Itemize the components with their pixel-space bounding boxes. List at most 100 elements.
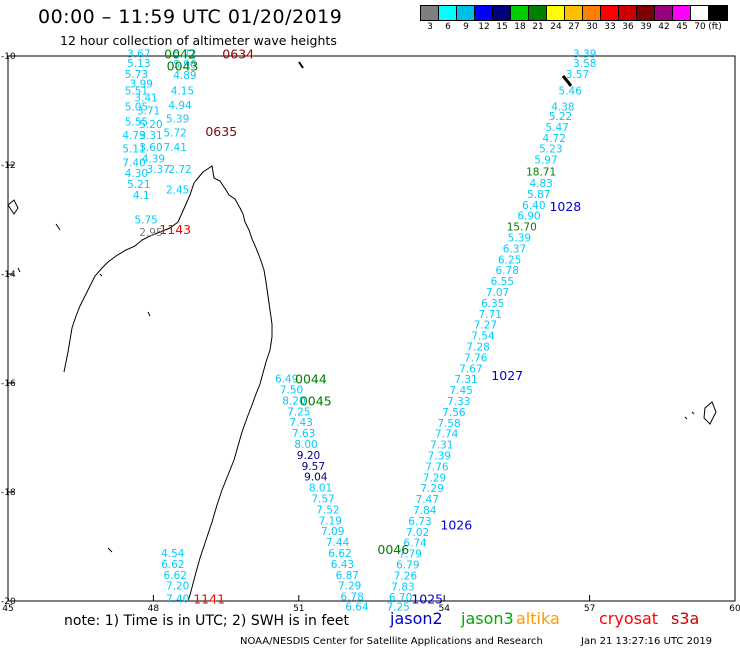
wave-height-label: 7.67 <box>459 363 482 375</box>
wave-height-label: 6.35 <box>481 298 504 310</box>
color-swatch <box>420 5 440 21</box>
wave-height-label: 7.79 <box>399 549 422 561</box>
wave-height-label: 5.39 <box>508 232 531 244</box>
wave-height-label: 4.79 <box>122 130 145 142</box>
wave-height-label: 6.40 <box>522 200 545 212</box>
pass-time-label: 0635 <box>205 124 237 139</box>
wave-height-label: 7.52 <box>316 504 339 516</box>
color-swatch <box>600 5 620 21</box>
wave-height-label: 4.89 <box>173 70 196 82</box>
pass-time-label: 1027 <box>491 368 523 383</box>
pass-time-label: 0634 <box>222 46 254 61</box>
wave-height-label: 5.23 <box>539 144 562 156</box>
wave-height-label: 6.49 <box>275 374 298 386</box>
color-scale-tick: 24 <box>550 22 562 32</box>
lat-tick-label: -14 <box>1 270 16 280</box>
legend-item-jason2: jason2 <box>390 609 443 628</box>
wave-height-label: 15.70 <box>507 222 537 234</box>
color-swatch <box>708 5 728 21</box>
wave-height-label: 2.95 <box>139 227 162 239</box>
wave-height-label: 7.43 <box>290 417 313 429</box>
wave-height-label: 2.45 <box>166 185 189 197</box>
wave-height-label: 7.20 <box>166 581 189 593</box>
wave-height-label: 4.39 <box>142 153 165 165</box>
wave-height-label: 6.37 <box>503 243 526 255</box>
wave-height-label: 8.00 <box>294 439 317 451</box>
wave-height-label: 7.25 <box>386 601 409 613</box>
wave-height-label: 5.21 <box>127 179 150 191</box>
wave-height-label: 6.73 <box>408 516 431 528</box>
coastline <box>7 165 717 602</box>
wave-height-label: 7.29 <box>338 581 361 593</box>
pass-time-label: 0042 <box>164 46 196 61</box>
color-scale-tick: 27 <box>568 22 580 32</box>
wave-height-label: 6.70 <box>389 592 412 604</box>
wave-height-label: 8.01 <box>309 483 332 495</box>
wave-height-label: 7.74 <box>435 429 459 441</box>
wave-height-label: 3.37 <box>147 164 170 176</box>
lon-tick-label: 51 <box>293 604 304 614</box>
wave-height-label: 5.97 <box>534 155 557 167</box>
wave-height-label: 4.83 <box>529 178 552 190</box>
wave-height-label: 5.55 <box>125 116 148 128</box>
wave-height-label: 6.74 <box>403 538 427 550</box>
wave-height-label: 7.28 <box>466 341 489 353</box>
credit-line: NOAA/NESDIS Center for Satellite Applica… <box>240 636 543 647</box>
wave-height-label: 6.78 <box>340 592 363 604</box>
pass-time-label: 1141 <box>193 591 225 606</box>
wave-height-label: 7.44 <box>326 537 350 549</box>
wave-height-label: 6.64 <box>345 601 369 613</box>
color-swatch <box>690 5 710 21</box>
wave-height-label: 5.96 <box>173 59 197 71</box>
legend-item-jason3: jason3 <box>461 609 514 628</box>
color-swatch <box>510 5 530 21</box>
color-scale-tick: 3 <box>427 22 433 32</box>
color-scale-tick: 33 <box>604 22 616 32</box>
pass-time-label: 0044 <box>295 372 327 387</box>
color-scale-tick: 30 <box>586 22 598 32</box>
wave-height-label: 5.22 <box>549 111 572 123</box>
wave-height-label: 6.62 <box>328 548 351 560</box>
wave-height-label: 7.29 <box>423 472 446 484</box>
wave-height-label: 9.57 <box>302 461 325 473</box>
color-scale-tick: 9 <box>463 22 469 32</box>
wave-height-label: 7.56 <box>442 407 466 419</box>
color-scale-tick: 21 <box>532 22 544 32</box>
wave-height-label: 7.63 <box>292 428 315 440</box>
color-scale-tick: 70 <box>694 22 706 32</box>
lat-tick-label: -20 <box>1 597 16 607</box>
wave-height-label: 5.13 <box>127 58 150 70</box>
wave-height-label: 9.20 <box>297 450 320 462</box>
color-swatch <box>636 5 656 21</box>
lat-tick-label: -18 <box>1 488 16 498</box>
wave-height-label: 5.72 <box>173 48 196 60</box>
wave-height-label: 7.40 <box>166 593 189 605</box>
wave-height-label: 6.43 <box>331 559 354 571</box>
lon-tick-label: 48 <box>148 604 160 614</box>
wave-height-label: 7.83 <box>391 581 414 593</box>
color-scale-tick: 15 <box>496 22 508 32</box>
wave-height-label: 5.39 <box>166 114 189 126</box>
wave-height-label: 7.25 <box>287 406 310 418</box>
wave-height-label: 3.58 <box>573 58 596 70</box>
lat-tick-label: -16 <box>1 379 16 389</box>
wave-height-label: 6.62 <box>164 570 187 582</box>
island-marker <box>561 75 573 87</box>
wave-height-label: 5.73 <box>125 69 148 81</box>
wave-height-label: 3.99 <box>130 78 153 90</box>
wave-height-label: 6.62 <box>161 559 184 571</box>
wave-height-label: 5.05 <box>125 102 148 114</box>
wave-height-label: 4.1 <box>133 190 150 202</box>
wave-height-label: 4.15 <box>171 85 194 97</box>
color-swatch <box>564 5 584 21</box>
wave-height-label: 7.76 <box>464 352 488 364</box>
pass-time-label: 1026 <box>440 518 472 533</box>
wave-height-label: 5.87 <box>527 189 550 201</box>
wave-height-label: 8.20 <box>282 395 305 407</box>
wave-height-label: 3.71 <box>137 106 160 118</box>
wave-height-label: 7.41 <box>164 142 187 154</box>
wave-height-label: 7.40 <box>122 157 145 169</box>
wave-height-label: 7.71 <box>479 309 502 321</box>
wave-height-label: 3.31 <box>139 130 162 142</box>
